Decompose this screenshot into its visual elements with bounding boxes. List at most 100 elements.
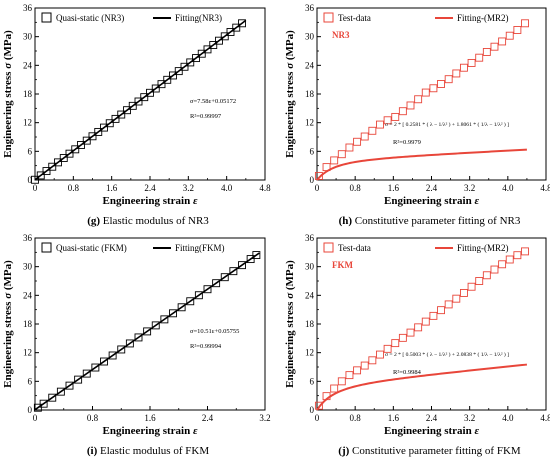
data-point (140, 93, 149, 102)
data-point (513, 26, 522, 34)
x-tick-label: 0 (33, 183, 38, 193)
y-tick-label: 36 (305, 3, 315, 13)
x-axis-label: Engineering strain ε (384, 425, 479, 437)
x-tick-label: 3.2 (259, 413, 270, 423)
data-point (56, 387, 65, 396)
plot-frame (34, 237, 266, 411)
y-tick-label: 36 (23, 3, 33, 13)
data-point (203, 45, 212, 54)
data-point (353, 366, 362, 375)
data-point (368, 356, 377, 365)
x-tick-label: 3.2 (464, 183, 475, 193)
y-tick-label: 18 (305, 89, 315, 99)
y-tick-label: 0 (28, 405, 33, 415)
x-tick-label: 0 (315, 413, 320, 423)
data-point (192, 54, 200, 63)
data-point (169, 309, 177, 318)
y-tick-label: 12 (305, 348, 314, 358)
data-point (414, 95, 423, 104)
data-point (246, 255, 255, 264)
data-point (482, 48, 491, 56)
data-point (134, 333, 143, 342)
data-point (54, 158, 62, 167)
data-point (203, 285, 212, 294)
data-point (521, 247, 529, 256)
x-tick-label: 0 (315, 183, 320, 193)
data-point (48, 393, 57, 402)
r-squared: R²=0.9979 (393, 139, 421, 146)
y-tick-label: 0 (310, 175, 315, 185)
x-tick-label: 0.8 (350, 413, 362, 423)
x-tick-label: 2.4 (202, 413, 214, 423)
data-point (475, 53, 484, 62)
data-point (521, 19, 529, 28)
data-point (151, 84, 160, 93)
chart-i: 0 0.8 1.6 2.4 3.2 0 6 12 18 24 30 36 Engineering str… (2, 233, 271, 457)
x-tick-label: 1.6 (144, 413, 156, 423)
data-point (134, 97, 143, 106)
y-tick-label: 0 (310, 405, 315, 415)
x-tick-label: 2.4 (426, 413, 438, 423)
y-tick-label: 30 (305, 32, 315, 42)
y-tick-label: 18 (23, 89, 33, 99)
y-tick-label: 18 (23, 319, 33, 329)
y-tick-label: 30 (305, 262, 315, 272)
data-point (513, 251, 522, 260)
data-point (151, 321, 160, 330)
data-point (391, 112, 400, 121)
data-point (383, 344, 392, 353)
data-point (238, 261, 246, 270)
y-axis-label: Engineering stress σ (MPa) (2, 260, 14, 388)
data-point (406, 101, 415, 110)
y-tick-label: 12 (23, 348, 32, 358)
data-point (467, 58, 476, 67)
data-point (108, 351, 117, 360)
x-tick-label: 1.6 (388, 413, 400, 423)
fit-line (316, 148, 527, 181)
data-point (467, 282, 476, 291)
data-point (59, 154, 68, 162)
x-tick-label: 3.2 (464, 413, 475, 423)
data-point (197, 49, 206, 58)
material-tag: FKM (332, 260, 353, 270)
y-tick-label: 12 (305, 118, 314, 128)
y-tick-label: 0 (28, 175, 33, 185)
data-point (128, 101, 137, 110)
data-point (345, 143, 354, 152)
y-tick-label: 24 (305, 290, 315, 300)
data-point (146, 88, 154, 97)
data-point (444, 300, 453, 309)
y-axis-label: Engineering stress σ (MPa) (284, 30, 296, 158)
fit-line (316, 363, 528, 411)
data-point (437, 306, 445, 315)
chart-h: 0 0.8 1.6 2.4 3.2 4.0 4.8 0 6 12 18 24 30 36 Engineeri… (284, 3, 550, 227)
x-tick-label: 2.4 (144, 183, 156, 193)
data-point (160, 315, 169, 324)
data-point (505, 31, 514, 40)
data-point (353, 137, 362, 146)
data-point (421, 317, 430, 326)
data-point (163, 75, 172, 84)
caption: (h) Constitutive parameter fitting of NR… (339, 215, 521, 227)
legend-marker (323, 12, 334, 23)
fit-line (34, 252, 260, 411)
legend-label: Quasi-static (NR3) (56, 13, 124, 23)
data-point (444, 75, 453, 84)
data-point (65, 149, 74, 158)
legend-label: Test-data (338, 13, 371, 23)
caption: (j) Constitutive parameter fitting of FK… (338, 445, 521, 457)
x-tick-label: 3.2 (183, 183, 194, 193)
data-point (498, 37, 507, 46)
y-tick-label: 24 (23, 290, 33, 300)
data-point (229, 267, 238, 276)
data-point (437, 80, 445, 88)
x-tick-label: 0 (33, 413, 38, 423)
data-point (220, 273, 229, 282)
data-point (232, 23, 241, 32)
data-point (452, 69, 461, 78)
data-point (212, 279, 221, 288)
data-point (186, 297, 195, 306)
legend-label: Fitting-(MR2) (457, 13, 509, 23)
y-tick-label: 36 (23, 233, 33, 243)
